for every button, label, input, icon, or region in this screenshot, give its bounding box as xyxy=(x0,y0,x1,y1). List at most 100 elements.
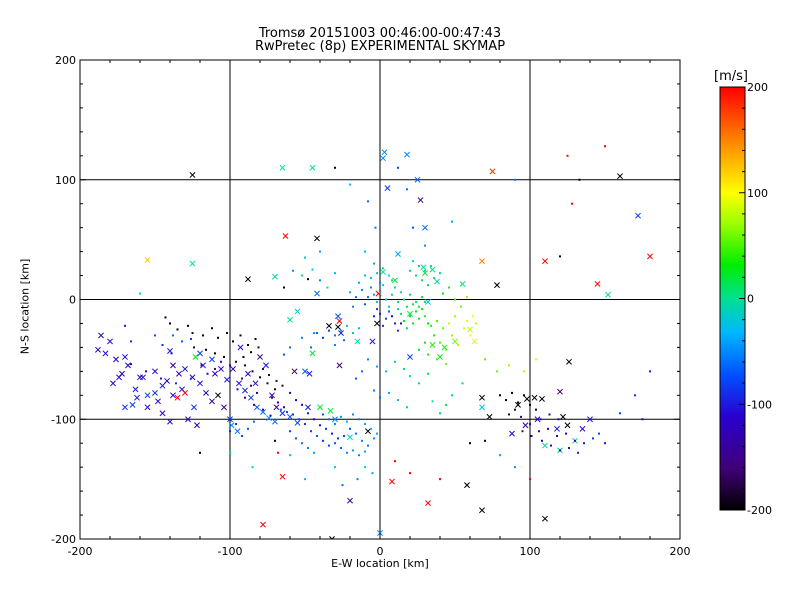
data-point-dot xyxy=(340,415,342,418)
data-point-dot xyxy=(311,268,314,271)
data-point-x xyxy=(531,394,538,401)
data-point-dot xyxy=(334,466,336,469)
data-point-dot xyxy=(574,439,576,442)
data-point-dot xyxy=(254,338,257,341)
data-point-dot xyxy=(412,226,414,229)
data-point-x xyxy=(425,500,431,507)
data-point-dot xyxy=(388,305,390,308)
data-point-dot xyxy=(391,279,393,282)
data-point-x xyxy=(317,404,323,411)
data-point-dot xyxy=(277,401,279,404)
data-point-dot xyxy=(412,322,414,325)
data-point-dot xyxy=(289,391,291,394)
data-point-dot xyxy=(361,439,363,442)
data-point-dot xyxy=(394,286,396,289)
data-point-dot xyxy=(433,334,435,337)
data-point-dot xyxy=(304,478,306,481)
data-point-dot xyxy=(316,332,318,335)
y-tick-label: -200 xyxy=(51,533,76,546)
data-point-x xyxy=(542,515,548,522)
data-point-x xyxy=(471,338,478,345)
data-point-dot xyxy=(547,427,549,430)
data-point-x xyxy=(309,350,316,357)
data-point-dot xyxy=(461,382,464,385)
data-point-x xyxy=(434,278,440,285)
data-point-x xyxy=(197,350,203,357)
data-point-dot xyxy=(374,226,377,229)
data-point-x xyxy=(269,392,275,399)
x-tick-label: 100 xyxy=(520,545,541,558)
data-point-dot xyxy=(352,332,354,335)
data-point-x xyxy=(257,354,263,360)
data-point-dot xyxy=(445,403,447,406)
data-point-dot xyxy=(484,358,486,361)
data-point-dot xyxy=(164,316,167,319)
data-point-x xyxy=(192,354,199,360)
data-point-dot xyxy=(376,300,378,303)
data-point-x xyxy=(594,280,601,287)
data-point-dot xyxy=(172,334,174,337)
data-point-dot xyxy=(187,324,189,327)
data-point-x xyxy=(327,407,334,414)
data-point-x xyxy=(539,395,545,402)
data-point-x xyxy=(245,276,251,283)
data-points xyxy=(95,145,653,539)
data-point-dot xyxy=(499,394,501,397)
data-point-dot xyxy=(289,346,291,349)
data-point-dot xyxy=(334,272,336,275)
data-point-dot xyxy=(523,370,525,373)
data-point-dot xyxy=(418,305,420,308)
chart-title: Tromsø 20151003 00:46:00-00:47:43 xyxy=(258,26,502,41)
data-point-dot xyxy=(334,344,336,347)
data-point-dot xyxy=(358,327,360,330)
data-point-x xyxy=(407,310,413,317)
data-point-dot xyxy=(439,412,441,415)
data-point-x xyxy=(134,394,140,401)
data-point-dot xyxy=(424,300,426,303)
data-point-dot xyxy=(304,423,306,426)
y-axis-label: N-S location [km] xyxy=(18,258,32,355)
data-point-dot xyxy=(310,430,312,433)
data-point-x xyxy=(329,536,335,539)
data-point-x xyxy=(524,395,530,402)
data-point-dot xyxy=(376,432,378,435)
data-point-dot xyxy=(352,449,354,452)
data-point-x xyxy=(380,269,386,275)
data-point-dot xyxy=(448,322,450,325)
data-point-x xyxy=(381,149,388,156)
data-point-x xyxy=(587,416,593,423)
data-point-dot xyxy=(241,435,243,438)
data-point-dot xyxy=(466,320,468,323)
x-tick-label: 0 xyxy=(377,545,384,558)
data-point-x xyxy=(224,376,230,383)
data-point-dot xyxy=(385,370,387,373)
data-point-dot xyxy=(251,466,254,469)
data-point-dot xyxy=(160,377,162,380)
data-point-dot xyxy=(511,391,513,394)
data-point-x xyxy=(155,398,161,405)
data-point-dot xyxy=(469,442,471,445)
data-point-dot xyxy=(229,364,231,367)
data-point-dot xyxy=(508,364,510,367)
data-point-x xyxy=(167,418,173,425)
data-point-dot xyxy=(376,272,378,275)
data-point-x xyxy=(287,413,293,420)
data-point-dot xyxy=(283,406,285,409)
data-point-x xyxy=(437,354,443,360)
data-point-dot xyxy=(382,324,384,327)
data-point-x xyxy=(605,291,611,298)
data-point-dot xyxy=(430,324,432,327)
data-point-dot xyxy=(505,399,507,402)
data-point-dot xyxy=(346,451,348,454)
data-point-x xyxy=(392,277,398,284)
x-tick-label: 200 xyxy=(670,545,691,558)
data-point-dot xyxy=(217,336,219,339)
data-point-dot xyxy=(559,449,561,452)
data-point-dot xyxy=(319,424,321,427)
data-point-dot xyxy=(418,382,420,385)
data-point-dot xyxy=(433,276,435,279)
axis-ticks xyxy=(79,59,681,540)
data-point-dot xyxy=(451,394,453,397)
data-point-x xyxy=(306,370,313,377)
data-point-dot xyxy=(326,286,329,289)
